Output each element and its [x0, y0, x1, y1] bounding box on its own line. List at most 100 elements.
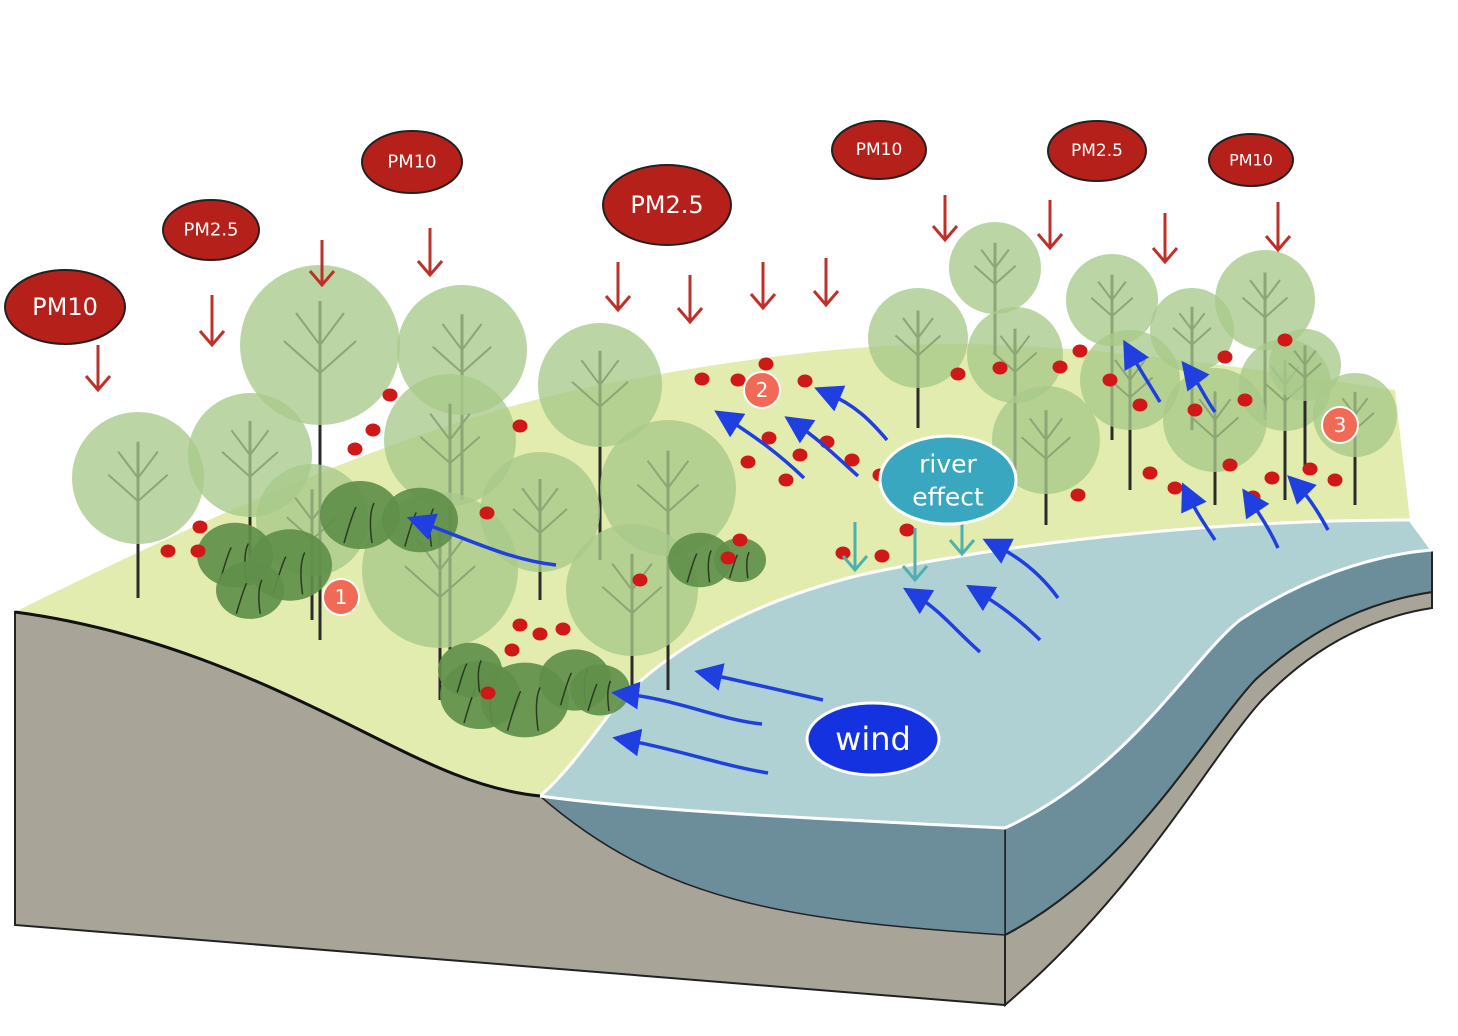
wind-arrow: [1123, 339, 1162, 403]
particle: [1217, 350, 1233, 364]
wind-arrow: [611, 681, 763, 726]
particle: [1132, 398, 1148, 412]
site-number: 3: [1334, 413, 1347, 437]
particle: [797, 374, 813, 388]
tree-layer: [72, 222, 1397, 700]
wind-bubble: wind: [805, 701, 941, 777]
particle: [1072, 344, 1088, 358]
river-effect-bubble: river effect: [878, 434, 1018, 526]
tree: [868, 288, 968, 428]
particle: [1277, 333, 1293, 347]
tree: [566, 524, 698, 700]
wind-arrow: [902, 587, 982, 654]
particle: [479, 506, 495, 520]
river-effect-arrow: [948, 522, 976, 557]
wind-arrow: [982, 538, 1060, 600]
site-marker-3: 3: [1321, 406, 1359, 444]
deposition-arrow: [416, 228, 444, 278]
site-markers: 1 2 3: [322, 371, 1359, 616]
pm-label: PM10: [1229, 151, 1273, 170]
particle: [365, 423, 381, 437]
particle: [512, 618, 528, 632]
particle: [190, 544, 206, 558]
site-marker-2: 2: [743, 371, 781, 409]
river-effect-line1: river: [919, 450, 977, 479]
particle: [792, 448, 808, 462]
particle: [555, 622, 571, 636]
particle: [874, 549, 890, 563]
deposition-arrow-layer: [84, 195, 1292, 393]
soil-top-edge: [14, 610, 541, 798]
deposition-arrow: [1036, 200, 1064, 251]
particle: [382, 388, 398, 402]
wind-arrow-layer: [406, 339, 1330, 775]
deposition-arrow: [749, 262, 777, 311]
pm-label: PM2.5: [630, 191, 703, 219]
particle: [761, 431, 777, 445]
tree: [1080, 330, 1180, 490]
pm-label: PM10: [32, 293, 98, 321]
particle: [950, 367, 966, 381]
tree: [992, 386, 1100, 525]
wind-arrow: [814, 385, 889, 442]
particle: [899, 523, 915, 537]
shrub-layer: [197, 481, 766, 738]
particle: [347, 442, 363, 456]
shrub: [714, 537, 766, 583]
particle: [740, 455, 756, 469]
shrub: [668, 532, 732, 588]
tree: [72, 412, 204, 598]
site-number: 2: [756, 378, 769, 402]
pm-label: PM10: [387, 152, 436, 173]
particle: [992, 361, 1008, 375]
pm10-bubble: PM10: [831, 120, 927, 180]
river-effect-line2: effect: [912, 483, 984, 512]
deposition-arrow: [604, 262, 632, 313]
wind-arrow: [1242, 488, 1280, 549]
deposition-arrow: [1264, 202, 1292, 253]
particle: [504, 643, 520, 657]
particle: [844, 453, 860, 467]
shrub: [216, 561, 284, 619]
wind-arrow: [784, 416, 860, 478]
particle: [720, 551, 736, 565]
wind-arrow: [965, 584, 1042, 642]
shrub: [320, 481, 400, 549]
particle: [1302, 462, 1318, 476]
shrub: [570, 664, 630, 716]
particle: [732, 533, 748, 547]
shrub: [438, 642, 502, 698]
wind-arrow: [1181, 360, 1217, 414]
particle: [1264, 471, 1280, 485]
deposition-arrow: [84, 345, 112, 393]
particle: [778, 473, 794, 487]
wind-arrow: [406, 513, 557, 567]
pm-label: PM2.5: [183, 220, 238, 241]
deposition-arrow: [931, 195, 959, 243]
particle: [730, 373, 746, 387]
particle: [480, 686, 496, 700]
pm10-bubble: PM10: [361, 130, 463, 194]
wind-arrow: [694, 663, 824, 702]
pm10-bubble: PM10: [4, 269, 126, 345]
particle: [694, 372, 710, 386]
deposition-arrow: [812, 258, 840, 308]
particle-layer: [160, 333, 1343, 700]
wind-arrow: [1181, 482, 1217, 541]
site-marker-1: 1: [322, 578, 360, 616]
deposition-arrow: [198, 295, 226, 348]
tree: [480, 452, 600, 600]
pollutant-labels: PM10 PM2.5 PM10 PM2.5 PM10 PM2.5 PM10: [4, 120, 1294, 345]
particle: [1142, 466, 1158, 480]
particle: [1102, 373, 1118, 387]
particle: [192, 520, 208, 534]
deposition-arrow: [308, 240, 336, 288]
river-effect-arrows: [841, 522, 976, 583]
particle: [160, 544, 176, 558]
pm-label: PM2.5: [1071, 141, 1123, 161]
wind-arrow: [714, 410, 806, 480]
particle: [532, 627, 548, 641]
tree: [538, 323, 662, 560]
particle: [1070, 488, 1086, 502]
